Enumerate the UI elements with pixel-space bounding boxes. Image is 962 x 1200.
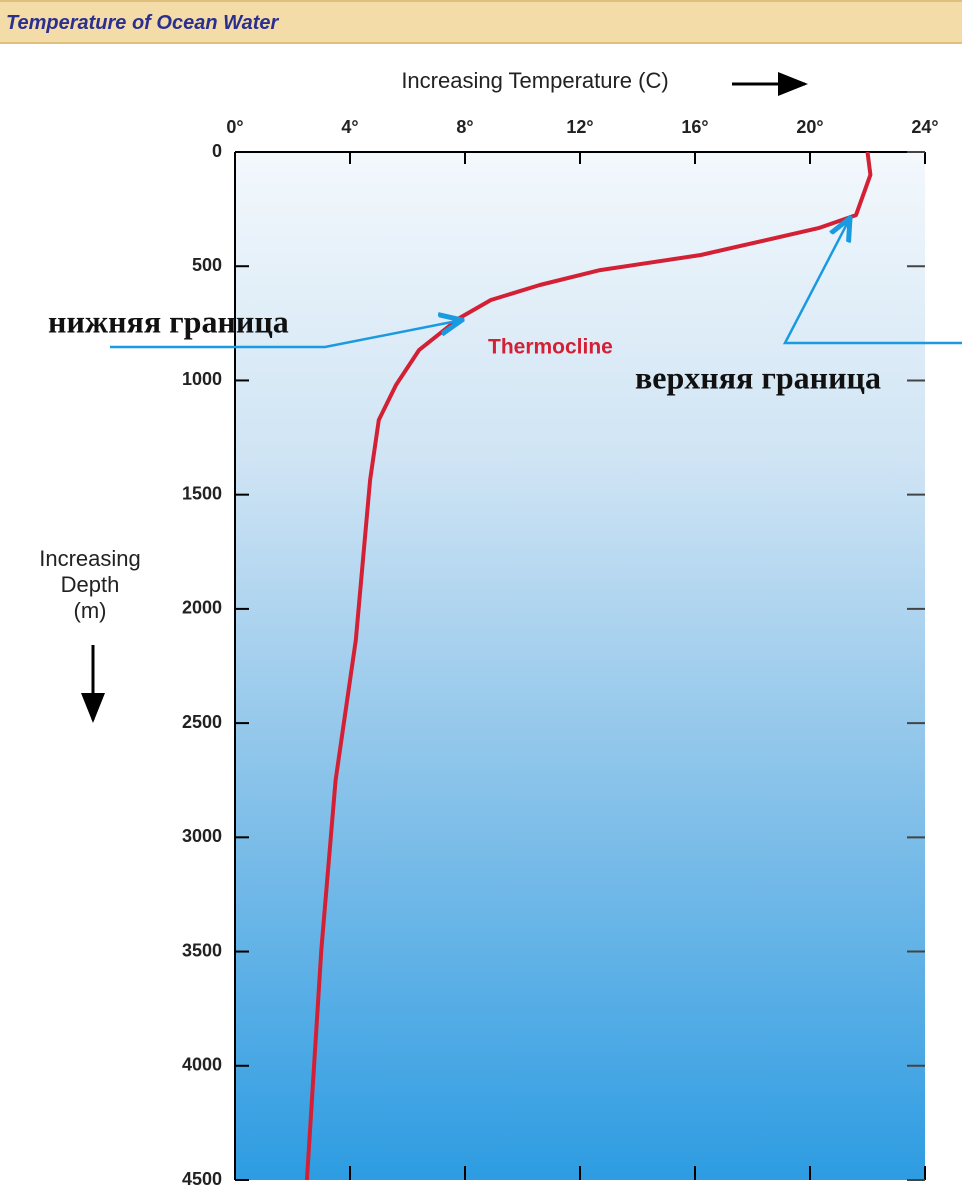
y-axis-label: Increasing: [39, 546, 141, 571]
x-tick-label: 16°: [681, 117, 708, 137]
thermocline-label: Thermocline: [488, 336, 613, 359]
x-tick-label: 0°: [226, 117, 243, 137]
y-tick-label: 500: [192, 255, 222, 275]
y-tick-label: 3500: [182, 940, 222, 960]
x-axis-label: Increasing Temperature (C): [401, 68, 668, 93]
y-tick-label: 2500: [182, 712, 222, 732]
y-tick-label: 2000: [182, 598, 222, 618]
x-tick-label: 12°: [566, 117, 593, 137]
y-axis-label: (m): [74, 598, 107, 623]
marks: 0° 4° 8° 12° 16° 20° 24° 0 500 1000 1500 2000 2500 30…: [182, 117, 939, 1189]
x-tick-label: 20°: [796, 117, 823, 137]
upper-boundary-label: верхняя граница: [635, 359, 881, 395]
plot-background: [235, 152, 925, 1180]
header-title: Temperature of Ocean Water: [6, 12, 279, 34]
lower-boundary-label: нижняя граница: [48, 303, 289, 339]
lower-arrow: [110, 320, 462, 349]
y-tick-label: 1000: [182, 369, 222, 389]
y-axis-label: Depth: [61, 572, 120, 597]
x-tick-label: 8°: [456, 117, 473, 137]
x-tick-label: 24°: [911, 117, 938, 137]
x-tick-label: 4°: [341, 117, 358, 137]
upper-arrow: [782, 218, 962, 345]
y-tick-label: 0: [212, 141, 222, 161]
y-tick-label: 3000: [182, 826, 222, 846]
y-tick-label: 4500: [182, 1169, 222, 1189]
header: Temperature of Ocean Water: [0, 0, 962, 44]
y-tick-label: 4000: [182, 1055, 222, 1075]
y-tick-label: 1500: [182, 483, 222, 503]
